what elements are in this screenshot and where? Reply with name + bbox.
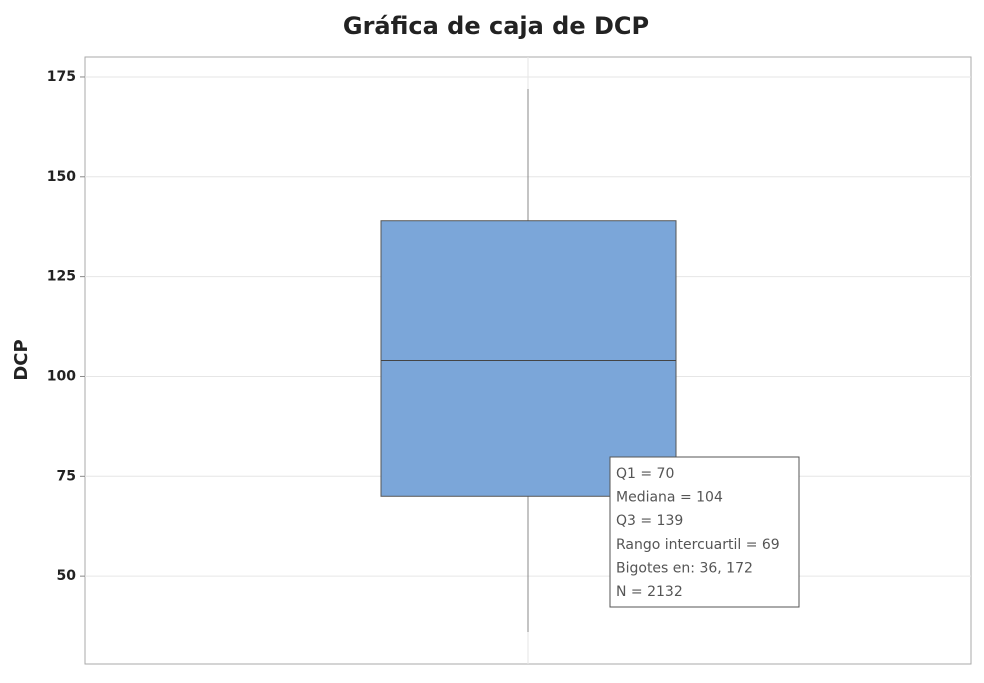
tooltip-line: N = 2132 (616, 584, 683, 600)
tooltip (609, 456, 800, 608)
tooltip-line: Rango intercuartil = 69 (616, 537, 780, 553)
tooltip-line: Bigotes en: 36, 172 (616, 560, 753, 576)
y-tick-label: 75 (57, 468, 76, 484)
y-tick-label: 125 (47, 269, 76, 285)
y-axis-label: DCP (11, 339, 32, 380)
tooltip-line: Q3 = 139 (616, 513, 683, 529)
y-tick-label: 150 (47, 169, 76, 185)
y-tick-label: 100 (47, 368, 76, 384)
box (380, 220, 677, 497)
y-tick-label: 175 (47, 69, 76, 85)
tooltip-line: Mediana = 104 (616, 490, 723, 506)
chart-title: Gráfica de caja de DCP (343, 12, 649, 40)
tooltip-line: Q1 = 70 (616, 466, 674, 482)
y-tick-label: 50 (57, 568, 77, 584)
